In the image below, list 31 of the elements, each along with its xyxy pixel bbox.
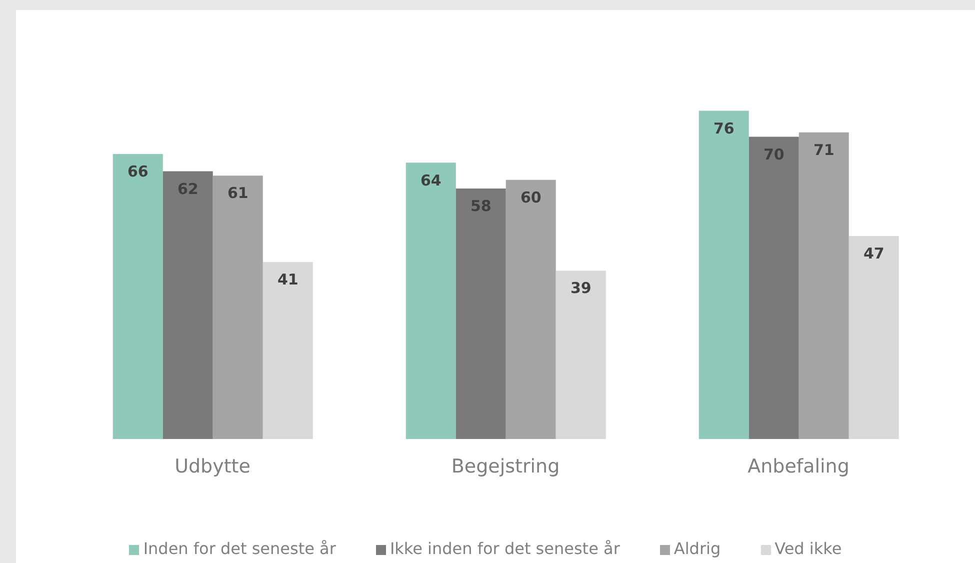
x-tick-label: Anbefaling — [748, 455, 850, 478]
data-label: 60 — [520, 188, 542, 207]
data-label: 58 — [470, 197, 492, 216]
bar — [556, 270, 606, 439]
legend-label: Ikke inden for det seneste år — [390, 539, 620, 558]
data-label: 64 — [420, 171, 442, 190]
bar — [212, 176, 263, 439]
data-label: 41 — [277, 270, 298, 289]
data-label: 39 — [570, 279, 592, 298]
bar — [456, 188, 506, 439]
bar — [112, 154, 163, 439]
data-label: 62 — [177, 180, 198, 198]
data-label: 70 — [763, 145, 784, 164]
bar — [698, 110, 749, 439]
data-label: 66 — [127, 162, 148, 181]
bar — [798, 132, 849, 439]
bar — [506, 180, 556, 439]
data-label: 71 — [813, 141, 834, 160]
bar — [262, 262, 313, 439]
bar — [848, 236, 899, 439]
data-label: 76 — [713, 119, 734, 138]
legend-label: Inden for det seneste år — [143, 539, 336, 558]
legend-label: Aldrig — [674, 539, 721, 558]
legend-label: Ved ikke — [774, 539, 842, 558]
data-label: 61 — [227, 184, 248, 202]
x-tick-label: Udbytte — [174, 455, 250, 478]
data-label: 47 — [863, 244, 884, 263]
bar — [406, 162, 456, 439]
bar — [748, 136, 799, 439]
bar — [162, 171, 213, 439]
x-tick-label: Begejstring — [451, 455, 560, 478]
